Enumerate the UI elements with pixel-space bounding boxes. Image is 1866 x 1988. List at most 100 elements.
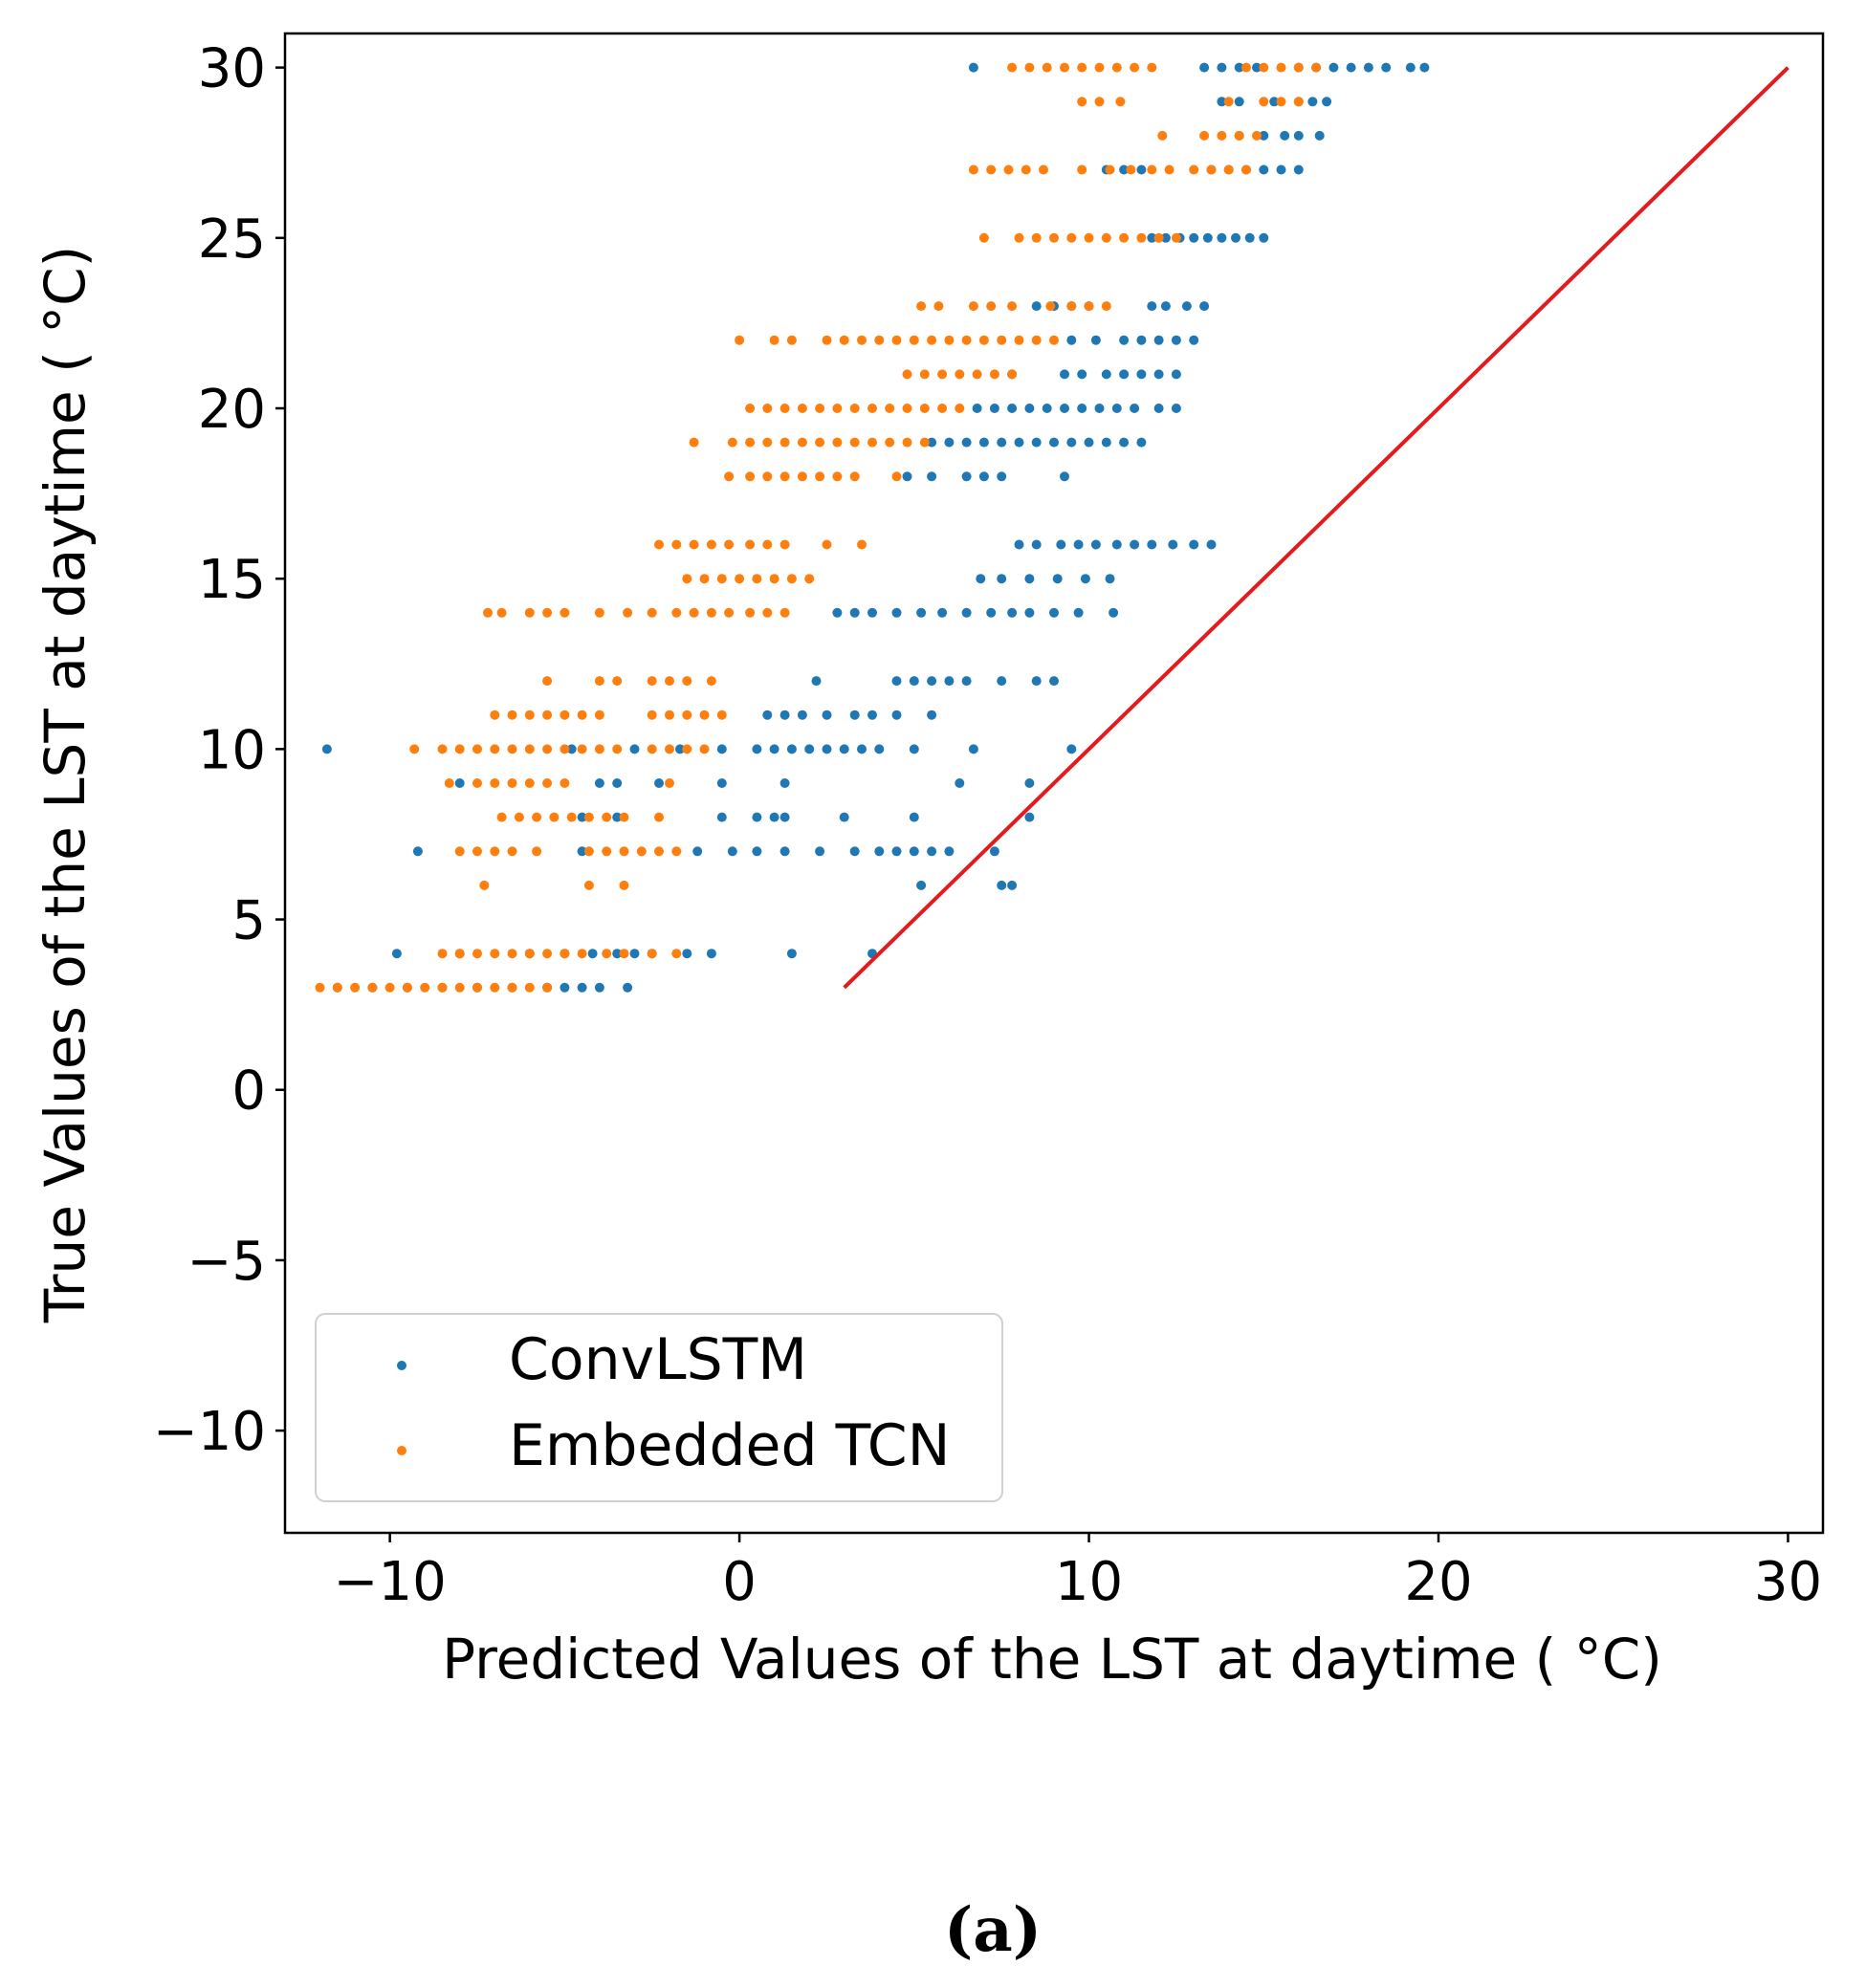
data-point — [997, 880, 1007, 890]
data-point — [779, 607, 790, 618]
data-point — [1307, 97, 1318, 107]
data-point — [745, 607, 756, 618]
data-point — [402, 982, 412, 993]
data-point — [1328, 62, 1339, 73]
data-point — [689, 437, 699, 448]
data-point — [1147, 164, 1157, 175]
data-point — [1024, 607, 1035, 618]
data-point — [1084, 301, 1094, 312]
data-point — [524, 949, 535, 959]
legend-marker-embedded-tcn — [397, 1446, 406, 1455]
data-point — [1014, 539, 1024, 550]
legend-label-embedded-tcn: Embedded TCN — [509, 1412, 951, 1479]
data-point — [1136, 437, 1147, 448]
data-point — [566, 744, 577, 754]
data-point — [577, 949, 587, 959]
data-point — [671, 949, 682, 959]
data-point — [654, 812, 664, 822]
data-point — [832, 404, 843, 413]
data-point — [1136, 164, 1147, 175]
series-embedded-tcn — [315, 62, 1322, 993]
data-point — [490, 846, 500, 857]
data-point — [699, 710, 710, 720]
data-point — [1189, 232, 1199, 243]
data-point — [699, 574, 710, 584]
data-point — [1405, 62, 1416, 73]
data-point — [857, 539, 867, 550]
data-point — [1003, 164, 1014, 175]
data-point — [815, 846, 825, 857]
data-point — [769, 335, 779, 345]
y-tick-label: 20 — [198, 379, 266, 441]
data-point — [972, 404, 982, 413]
data-point — [762, 710, 773, 720]
data-point — [1244, 232, 1255, 243]
data-point — [560, 949, 570, 959]
data-point — [944, 846, 955, 857]
data-point — [786, 574, 797, 584]
data-point — [583, 812, 594, 822]
y-tick-label: 15 — [198, 549, 266, 611]
data-point — [587, 949, 598, 959]
y-axis-label: True Values of the LST at daytime ( °C) — [33, 246, 98, 1324]
data-point — [1199, 130, 1210, 141]
data-point — [1241, 164, 1251, 175]
plot-frame — [283, 32, 1825, 1535]
data-point — [1066, 335, 1077, 345]
y-tick-label: 10 — [198, 719, 266, 781]
data-point — [1259, 164, 1269, 175]
data-point — [612, 949, 623, 959]
data-point — [1031, 539, 1042, 550]
data-point — [1066, 301, 1077, 312]
data-point — [524, 607, 535, 618]
data-point — [1217, 232, 1227, 243]
data-point — [671, 539, 682, 550]
data-point — [542, 710, 553, 720]
data-point — [968, 62, 978, 73]
data-point — [1199, 62, 1210, 73]
data-point — [1136, 232, 1147, 243]
data-point — [577, 710, 587, 720]
data-point — [507, 949, 517, 959]
legend-box — [315, 1313, 1003, 1502]
data-point — [909, 846, 919, 857]
data-point — [1031, 232, 1042, 243]
data-point — [1014, 335, 1024, 345]
data-point — [1346, 62, 1356, 73]
data-point — [619, 949, 629, 959]
data-point — [647, 676, 657, 687]
data-point — [891, 471, 902, 482]
data-point — [1111, 62, 1122, 73]
data-point — [779, 778, 790, 788]
data-point — [1024, 62, 1035, 73]
data-point — [986, 301, 997, 312]
data-point — [762, 607, 773, 618]
data-point — [961, 607, 972, 618]
data-point — [797, 710, 807, 720]
data-point — [490, 778, 500, 788]
data-point — [786, 335, 797, 345]
data-point — [997, 437, 1007, 448]
data-point — [524, 744, 535, 754]
data-point — [839, 744, 849, 754]
data-point — [797, 471, 807, 482]
data-point — [937, 404, 948, 413]
data-point — [857, 744, 867, 754]
data-point — [1171, 335, 1181, 345]
data-point — [944, 335, 955, 345]
data-point — [927, 335, 937, 345]
data-point — [1007, 607, 1018, 618]
data-point — [560, 607, 570, 618]
data-point — [507, 778, 517, 788]
data-point — [919, 369, 930, 380]
x-tick-label: 20 — [1404, 1551, 1472, 1613]
data-point — [542, 949, 553, 959]
data-point — [769, 744, 779, 754]
data-point — [1171, 369, 1181, 380]
data-point — [1276, 97, 1286, 107]
legend-label-convlstm: ConvLSTM — [509, 1326, 807, 1393]
data-point — [874, 744, 885, 754]
data-point — [629, 949, 640, 959]
data-point — [1077, 164, 1087, 175]
data-point — [849, 404, 860, 413]
